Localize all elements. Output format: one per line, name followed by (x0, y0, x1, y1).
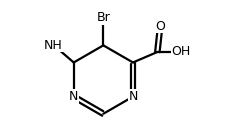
Text: OH: OH (172, 46, 191, 59)
Text: N: N (128, 90, 138, 103)
Text: NH: NH (44, 38, 63, 51)
Text: O: O (155, 20, 165, 33)
Text: N: N (69, 90, 78, 103)
Text: Br: Br (96, 11, 110, 24)
